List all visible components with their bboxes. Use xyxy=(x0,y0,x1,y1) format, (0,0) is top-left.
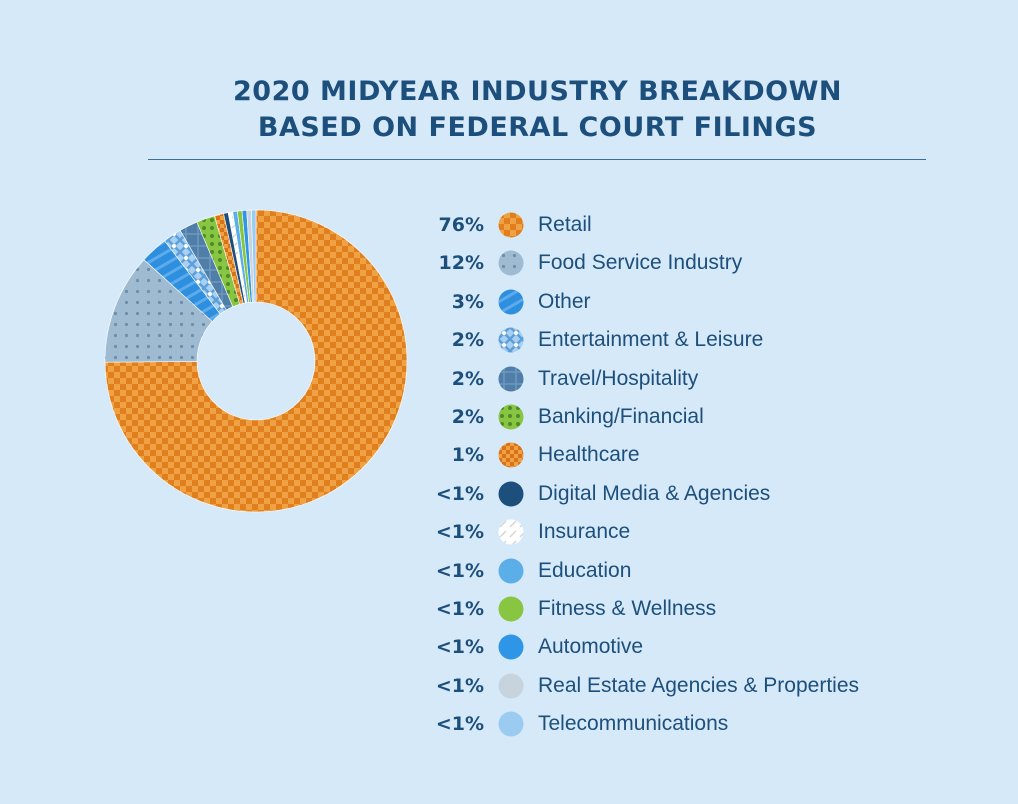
legend-label: Fitness & Wellness xyxy=(538,597,717,620)
legend-swatch-icon xyxy=(498,558,524,584)
legend-swatch-icon xyxy=(498,327,524,353)
legend-swatch-icon xyxy=(498,596,524,622)
legend-label: Travel/Hospitality xyxy=(538,366,699,390)
chart-title-line-2: BASED ON FEDERAL COURT FILINGS xyxy=(257,112,818,143)
legend-percentage: <1% xyxy=(435,559,484,582)
legend-label: Healthcare xyxy=(538,443,640,467)
legend-label: Education xyxy=(538,558,632,582)
donut-slice-telecommunications xyxy=(251,209,257,303)
legend-item-food-service-industry: 12% Food Service Industry xyxy=(0,248,742,278)
legend-swatch-icon xyxy=(498,289,524,315)
legend-label: Digital Media & Agencies xyxy=(538,481,771,505)
legend-swatch-icon xyxy=(498,711,524,737)
legend-swatch-icon xyxy=(498,481,524,507)
legend-swatch-icon xyxy=(498,673,524,699)
legend-swatch-icon xyxy=(498,212,524,238)
legend-percentage: <1% xyxy=(435,598,484,620)
legend-item-other: 3% Other xyxy=(0,287,591,317)
chart-title: 2020 MIDYEAR INDUSTRY BREAKDOWN BASED ON… xyxy=(0,74,1018,146)
legend-percentage: 76% xyxy=(438,214,484,236)
legend-label: Retail xyxy=(538,213,592,236)
legend-item-telecommunications: <1% Telecommunications xyxy=(0,709,728,739)
legend-label: Entertainment & Leisure xyxy=(538,328,764,352)
legend-percentage: 3% xyxy=(451,290,484,313)
legend-item-insurance: <1% Insurance xyxy=(0,517,630,547)
legend-percentage: <1% xyxy=(435,482,484,505)
legend-label: Food Service Industry xyxy=(538,251,743,275)
legend-swatch-icon xyxy=(498,634,524,660)
legend-label: Real Estate Agencies & Properties xyxy=(538,673,860,697)
legend-item-travel-hospitality: 2% Travel/Hospitality xyxy=(0,364,698,394)
legend-percentage: 2% xyxy=(451,329,484,352)
legend-item-education: <1% Education xyxy=(0,556,631,586)
legend-item-fitness-wellness: <1% Fitness & Wellness xyxy=(0,594,716,624)
legend-swatch-icon xyxy=(498,250,524,276)
legend-percentage: 1% xyxy=(451,444,484,467)
legend-percentage: 12% xyxy=(438,252,484,275)
legend-label: Insurance xyxy=(538,520,631,544)
legend-swatch-icon xyxy=(498,404,524,430)
legend-item-entertainment-leisure: 2% Entertainment & Leisure xyxy=(0,325,763,355)
donut-slice-retail xyxy=(104,209,408,513)
legend-item-banking-financial: 2% Banking/Financial xyxy=(0,402,704,432)
legend-percentage: 2% xyxy=(451,406,484,428)
chart-title-line-1: 2020 MIDYEAR INDUSTRY BREAKDOWN xyxy=(233,76,842,107)
title-divider xyxy=(148,159,926,160)
legend-label: Other xyxy=(538,289,591,313)
legend-swatch-icon xyxy=(498,519,524,545)
legend-percentage: <1% xyxy=(435,636,484,659)
legend-percentage: <1% xyxy=(435,674,484,697)
legend-item-automotive: <1% Automotive xyxy=(0,632,643,662)
legend-percentage: <1% xyxy=(435,521,484,544)
legend-percentage: 2% xyxy=(451,367,484,390)
legend-item-healthcare: 1% Healthcare xyxy=(0,440,640,470)
legend-label: Telecommunications xyxy=(538,712,729,736)
legend-item-real-estate-agencies-properties: <1% Real Estate Agencies & Properties xyxy=(0,671,859,701)
legend-swatch-icon xyxy=(498,442,524,468)
legend-swatch-icon xyxy=(498,366,524,392)
legend-item-digital-media-agencies: <1% Digital Media & Agencies xyxy=(0,479,770,509)
legend-item-retail: 76% Retail xyxy=(0,210,592,240)
legend-percentage: <1% xyxy=(435,713,484,736)
legend-label: Automotive xyxy=(538,635,644,659)
legend-label: Banking/Financial xyxy=(538,405,704,428)
